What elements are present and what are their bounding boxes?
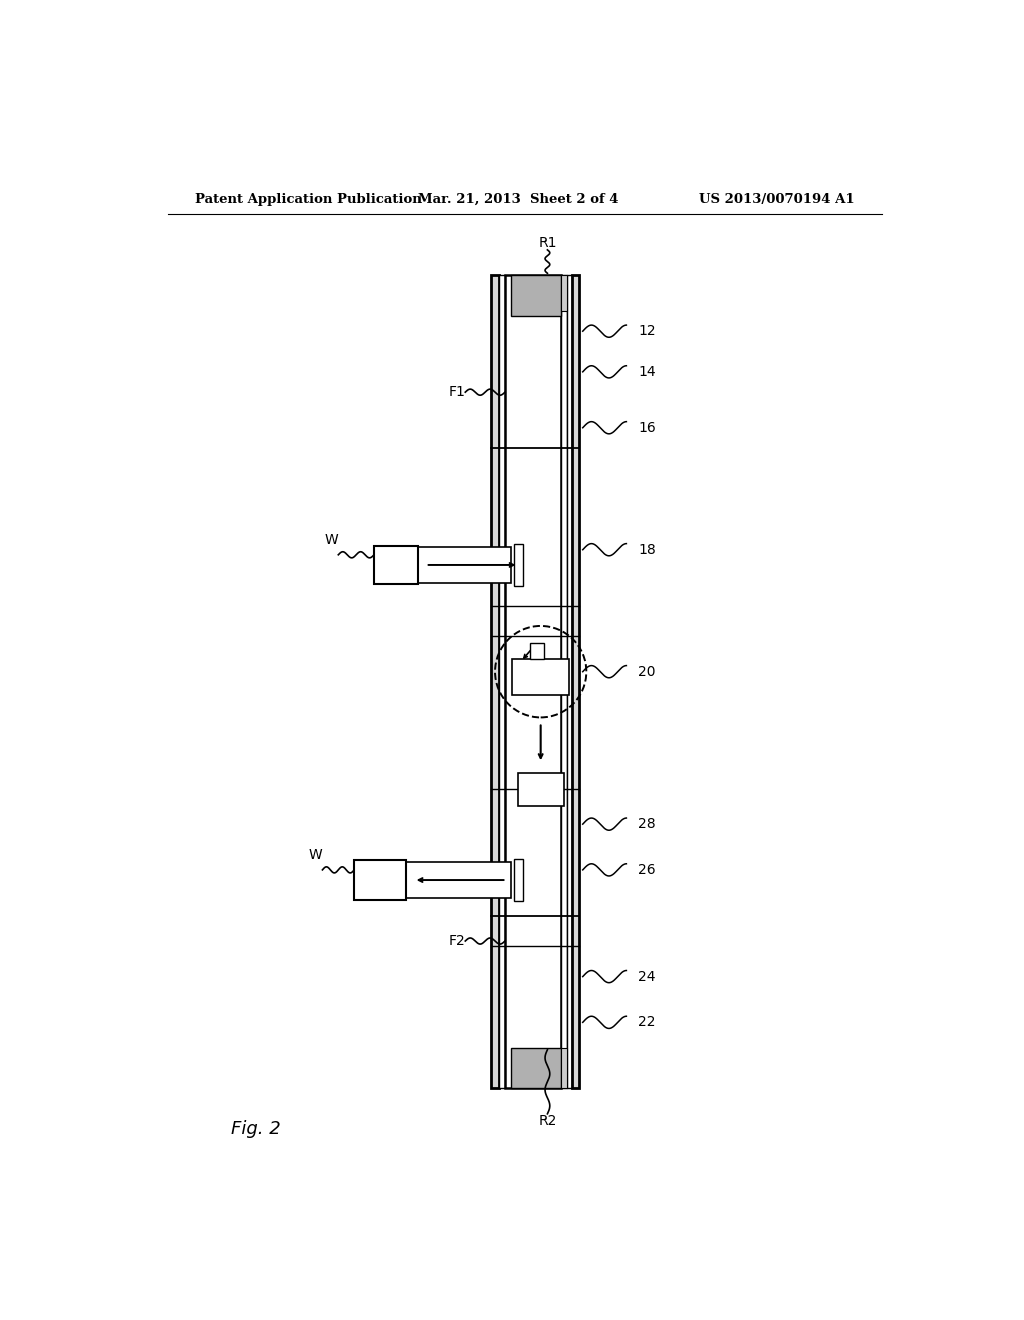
Bar	[418, 546, 511, 583]
Text: F1: F1	[449, 385, 465, 399]
Text: 24: 24	[638, 970, 655, 983]
Bar	[354, 859, 406, 900]
Text: Patent Application Publication: Patent Application Publication	[196, 193, 422, 206]
Bar	[500, 276, 505, 1089]
Text: 12: 12	[638, 325, 656, 338]
Text: 14: 14	[638, 364, 656, 379]
Text: 16: 16	[638, 421, 656, 434]
Text: W: W	[325, 532, 338, 546]
Text: US 2013/0070194 A1: US 2013/0070194 A1	[699, 193, 855, 206]
Text: W: W	[308, 847, 323, 862]
Text: R1: R1	[539, 236, 557, 249]
Text: 20: 20	[638, 665, 655, 678]
Text: Fig. 2: Fig. 2	[231, 1121, 281, 1138]
Bar	[572, 276, 579, 1089]
Bar	[374, 545, 418, 585]
Text: 26: 26	[638, 863, 656, 876]
Bar	[505, 276, 560, 1089]
Text: Mar. 21, 2013  Sheet 2 of 4: Mar. 21, 2013 Sheet 2 of 4	[418, 193, 618, 206]
Text: F2: F2	[449, 935, 465, 948]
Bar	[514, 544, 523, 586]
Bar	[492, 276, 500, 1089]
Bar	[511, 1048, 560, 1089]
Text: 28: 28	[638, 817, 656, 832]
Bar	[567, 276, 572, 1089]
Bar	[511, 276, 560, 315]
Bar	[514, 859, 523, 902]
Bar	[529, 643, 544, 659]
Bar	[560, 276, 567, 312]
Text: 18: 18	[638, 543, 656, 557]
Bar	[512, 659, 569, 694]
Bar	[560, 1048, 567, 1089]
Text: R2: R2	[539, 1114, 557, 1127]
Text: 22: 22	[638, 1015, 655, 1030]
Bar	[560, 276, 567, 1089]
Bar	[518, 774, 563, 805]
Bar	[406, 862, 511, 899]
